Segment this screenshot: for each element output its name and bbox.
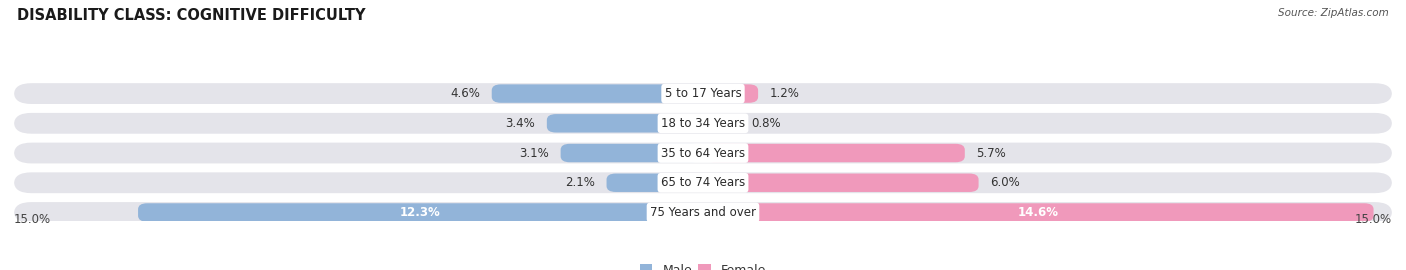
Text: 14.6%: 14.6% <box>1018 206 1059 219</box>
FancyBboxPatch shape <box>492 84 702 103</box>
FancyBboxPatch shape <box>14 113 1392 134</box>
Text: 0.8%: 0.8% <box>751 117 780 130</box>
Text: 5.7%: 5.7% <box>976 147 1007 160</box>
Text: 15.0%: 15.0% <box>14 212 51 225</box>
FancyBboxPatch shape <box>138 203 702 222</box>
FancyBboxPatch shape <box>14 83 1392 104</box>
Text: 65 to 74 Years: 65 to 74 Years <box>661 176 745 189</box>
FancyBboxPatch shape <box>14 202 1392 223</box>
FancyBboxPatch shape <box>547 114 702 133</box>
Text: 35 to 64 Years: 35 to 64 Years <box>661 147 745 160</box>
Text: 6.0%: 6.0% <box>990 176 1019 189</box>
FancyBboxPatch shape <box>14 143 1392 163</box>
Text: 3.1%: 3.1% <box>519 147 550 160</box>
FancyBboxPatch shape <box>606 174 702 192</box>
Text: 12.3%: 12.3% <box>401 206 441 219</box>
Text: 15.0%: 15.0% <box>1355 212 1392 225</box>
FancyBboxPatch shape <box>704 174 979 192</box>
Text: 2.1%: 2.1% <box>565 176 595 189</box>
FancyBboxPatch shape <box>704 203 1374 222</box>
Text: 3.4%: 3.4% <box>506 117 536 130</box>
FancyBboxPatch shape <box>704 114 740 133</box>
FancyBboxPatch shape <box>704 144 965 162</box>
Text: 5 to 17 Years: 5 to 17 Years <box>665 87 741 100</box>
Text: 18 to 34 Years: 18 to 34 Years <box>661 117 745 130</box>
FancyBboxPatch shape <box>14 172 1392 193</box>
Text: DISABILITY CLASS: COGNITIVE DIFFICULTY: DISABILITY CLASS: COGNITIVE DIFFICULTY <box>17 8 366 23</box>
Text: Source: ZipAtlas.com: Source: ZipAtlas.com <box>1278 8 1389 18</box>
Text: 4.6%: 4.6% <box>450 87 481 100</box>
Text: 1.2%: 1.2% <box>769 87 800 100</box>
Legend: Male, Female: Male, Female <box>640 264 766 270</box>
Text: 75 Years and over: 75 Years and over <box>650 206 756 219</box>
FancyBboxPatch shape <box>561 144 702 162</box>
FancyBboxPatch shape <box>704 84 758 103</box>
